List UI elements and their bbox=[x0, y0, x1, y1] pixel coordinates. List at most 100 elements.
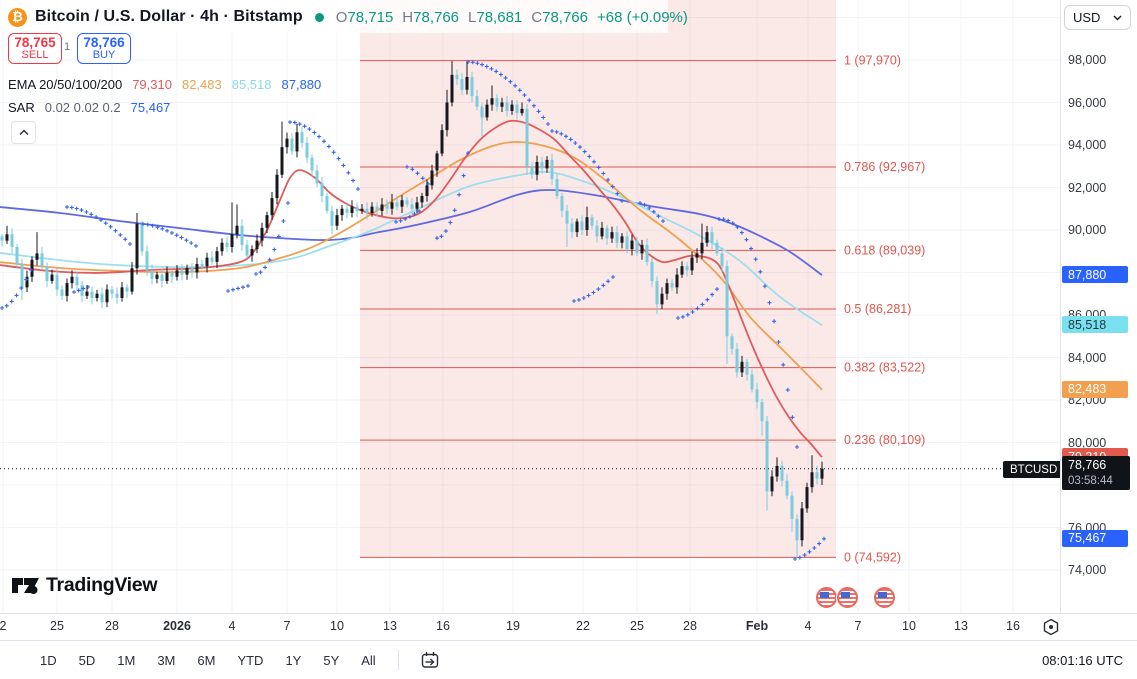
date-label: 2026 bbox=[163, 619, 191, 633]
date-label: 7 bbox=[854, 619, 862, 633]
range-toolbar: 1D 5D 1M 3M 6M YTD 1Y 5Y All 08:01:16 UTC bbox=[0, 640, 1137, 679]
date-label: 16 bbox=[436, 619, 450, 633]
price-line-symbol-tag: BTCUSD bbox=[1003, 461, 1065, 478]
indicator-price-tag: 75,467 bbox=[1062, 529, 1128, 547]
price-tick-label: 90,000 bbox=[1068, 223, 1107, 237]
price-chart[interactable]: 1 (97,970) 0.786 (92,967) 0.618 (89,039) 0.… bbox=[0, 0, 1060, 613]
range-button-All[interactable]: All bbox=[361, 652, 376, 668]
axis-settings-gear-icon[interactable] bbox=[1042, 618, 1060, 636]
low-value: 78,681 bbox=[476, 8, 523, 26]
tradingview-logo-icon bbox=[12, 578, 39, 594]
date-label: 7 bbox=[283, 619, 291, 633]
date-label: 28 bbox=[105, 619, 119, 633]
fib-level-label: 0.786 (92,967) bbox=[844, 160, 925, 174]
fib-level-label: 0.382 (83,522) bbox=[844, 361, 925, 375]
date-label: 25 bbox=[50, 619, 64, 633]
date-label: 13 bbox=[383, 619, 397, 633]
symbol-header: ₿ Bitcoin / U.S. Dollar · 4h · Bitstamp … bbox=[8, 5, 688, 29]
range-button-YTD[interactable]: YTD bbox=[237, 652, 264, 668]
range-button-1D[interactable]: 1D bbox=[40, 652, 57, 668]
price-tick-label: 84,000 bbox=[1068, 350, 1107, 365]
ema200-value: 87,880 bbox=[281, 77, 322, 92]
price-tick-label: 74,000 bbox=[1068, 563, 1107, 577]
indicator-price-tag: 82,483 bbox=[1062, 380, 1128, 398]
date-label: 22 bbox=[576, 619, 590, 633]
currency-selector[interactable]: USD bbox=[1064, 5, 1131, 30]
date-label: 19 bbox=[506, 619, 520, 633]
ema50-value: 82,483 bbox=[181, 77, 222, 92]
indicator-price-tag: 87,880 bbox=[1062, 266, 1128, 284]
ema50-line bbox=[0, 141, 823, 391]
sell-price: 78,765 bbox=[14, 34, 56, 50]
buy-label: BUY bbox=[92, 48, 116, 61]
price-tick-label: 92,000 bbox=[1068, 180, 1107, 195]
economic-event-flag-icon[interactable] bbox=[836, 586, 858, 608]
ema20-value: 79,310 bbox=[132, 77, 172, 92]
fib-level-label: 0 (74,592) bbox=[844, 550, 901, 564]
current-price-tag: 78,766 03:58:44 bbox=[1062, 456, 1130, 490]
bar-countdown: 03:58:44 bbox=[1068, 474, 1113, 487]
current-price-value: 78,766 bbox=[1068, 458, 1107, 472]
sar-value: 75,467 bbox=[130, 100, 171, 115]
sar-legend[interactable]: SAR 0.02 0.02 0.2 75,467 bbox=[8, 100, 170, 115]
open-label: O bbox=[335, 8, 348, 26]
sell-button[interactable]: 78,765 SELL bbox=[8, 33, 62, 64]
time-axis[interactable]: 2 25 28 2026 4 7 10 13 16 19 22 25 28 Feb 4 7 10 13 16 bbox=[0, 613, 1137, 641]
date-label: Feb bbox=[745, 619, 769, 633]
price-tick-label: 80,000 bbox=[1068, 435, 1107, 450]
date-label: 16 bbox=[1006, 619, 1020, 633]
sar-dots bbox=[0, 59, 826, 561]
ema-legend[interactable]: EMA 20/50/100/200 79,310 82,483 85,518 8… bbox=[8, 77, 321, 92]
range-button-5D[interactable]: 5D bbox=[78, 652, 96, 668]
price-tick-label: 98,000 bbox=[1068, 53, 1107, 67]
buy-button[interactable]: 78,766 BUY bbox=[77, 33, 131, 64]
date-label: 28 bbox=[683, 619, 697, 633]
fib-level-label: 0.5 (86,281) bbox=[844, 302, 911, 316]
go-to-date-icon[interactable] bbox=[421, 651, 440, 669]
candlestick-series bbox=[0, 61, 824, 558]
range-button-6M[interactable]: 6M bbox=[197, 652, 216, 668]
spread-value: 1 bbox=[64, 41, 71, 53]
utc-clock[interactable]: 08:01:16 UTC bbox=[1042, 652, 1123, 668]
ema-legend-label: EMA 20/50/100/200 bbox=[8, 77, 123, 92]
market-status-icon[interactable] bbox=[314, 12, 324, 22]
tradingview-logo[interactable]: TradingView bbox=[12, 574, 158, 597]
price-axis[interactable] bbox=[1060, 0, 1137, 613]
range-button-5Y[interactable]: 5Y bbox=[323, 652, 340, 668]
range-button-1M[interactable]: 1M bbox=[117, 652, 136, 668]
chevron-down-icon bbox=[1113, 15, 1122, 20]
ema100-value: 85,518 bbox=[231, 77, 272, 92]
range-button-3M[interactable]: 3M bbox=[157, 652, 176, 668]
chevron-up-icon bbox=[18, 129, 29, 136]
date-label: 4 bbox=[228, 619, 236, 633]
toolbar-divider bbox=[397, 650, 399, 670]
ohlc-values: O78,715 H78,766 L78,681 C78,766 +68 (+0.… bbox=[336, 9, 688, 26]
sar-params: 0.02 0.02 0.2 bbox=[44, 100, 121, 115]
grid bbox=[0, 0, 1060, 613]
bitcoin-icon: ₿ bbox=[8, 7, 27, 27]
header-backdrop bbox=[0, 0, 668, 33]
high-label: H bbox=[402, 8, 414, 26]
economic-event-flag-icon[interactable] bbox=[815, 586, 837, 608]
price-tick-label: 96,000 bbox=[1068, 95, 1107, 110]
date-label: 2 bbox=[0, 619, 7, 633]
sar-legend-label: SAR bbox=[8, 100, 35, 115]
high-value: 78,766 bbox=[413, 8, 460, 26]
symbol-title[interactable]: Bitcoin / U.S. Dollar · 4h · Bitstamp bbox=[35, 8, 303, 25]
fib-level-label: 0.236 (80,109) bbox=[844, 433, 925, 447]
date-label: 13 bbox=[954, 619, 968, 633]
fib-level-label: 0.618 (89,039) bbox=[844, 243, 925, 257]
economic-event-flag-icon[interactable] bbox=[873, 586, 895, 608]
close-label: C bbox=[531, 8, 543, 26]
fib-level-label: 1 (97,970) bbox=[844, 54, 901, 68]
date-label: 4 bbox=[804, 619, 812, 633]
low-label: L bbox=[468, 8, 477, 26]
buy-price: 78,766 bbox=[83, 34, 125, 50]
range-button-1Y[interactable]: 1Y bbox=[285, 652, 302, 668]
collapse-pane-button[interactable] bbox=[11, 121, 36, 144]
change-value: +68 (+0.09%) bbox=[597, 8, 688, 26]
date-label: 10 bbox=[902, 619, 916, 633]
date-label: 25 bbox=[630, 619, 644, 633]
price-tick-label: 94,000 bbox=[1068, 138, 1107, 152]
